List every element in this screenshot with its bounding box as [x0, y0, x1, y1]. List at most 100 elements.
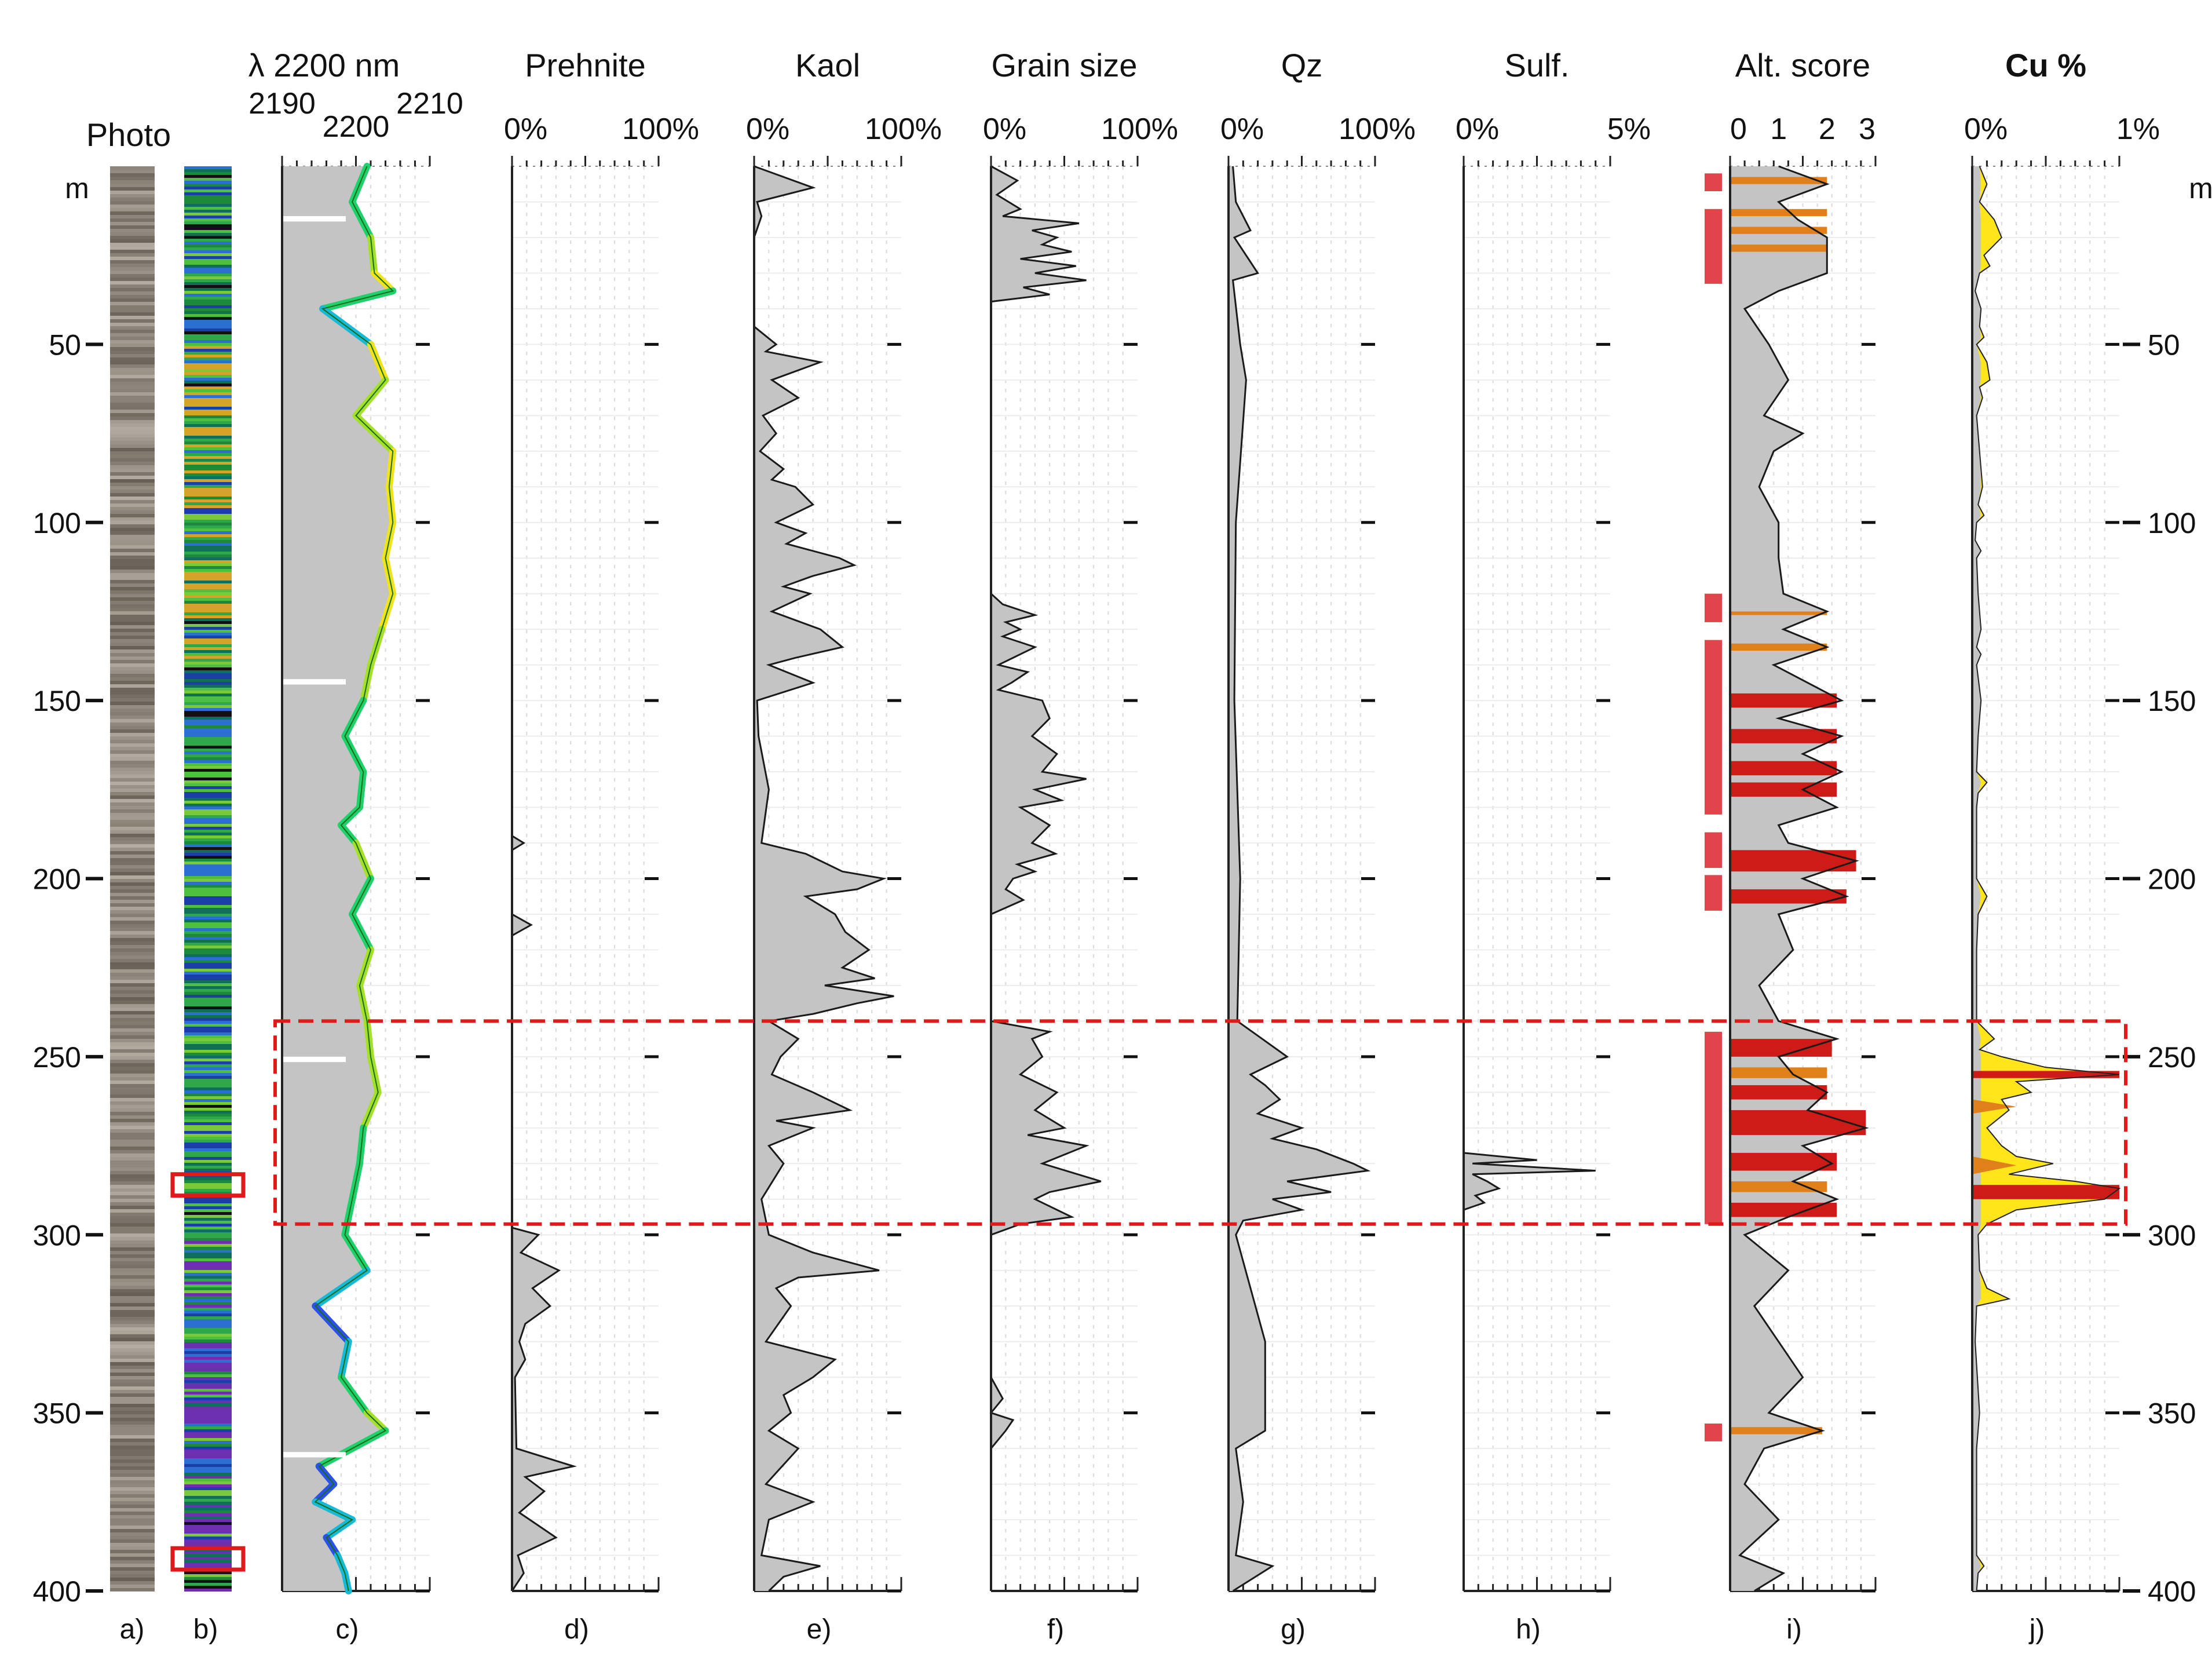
hyperspectral-band — [184, 937, 232, 940]
hyperspectral-band — [184, 1328, 232, 1331]
hyperspectral-band — [184, 862, 232, 864]
core-photo-band — [110, 531, 155, 535]
core-photo-band — [110, 1338, 155, 1341]
hyperspectral-band — [184, 213, 232, 216]
hyperspectral-band — [184, 1464, 232, 1467]
core-photo-band — [110, 1275, 155, 1279]
core-photo-band — [110, 921, 155, 924]
hyperspectral-band — [184, 244, 232, 247]
hyperspectral-band — [184, 242, 232, 244]
alt-zone-bar — [1705, 173, 1722, 192]
core-photo-band — [110, 1136, 155, 1140]
line-sulf — [1463, 166, 1596, 1591]
tick-label-wl: 2200 — [323, 110, 390, 144]
hyperspectral-band — [184, 665, 232, 667]
core-photo-band — [110, 205, 155, 208]
core-photo-band — [110, 1122, 155, 1126]
hyperspectral-band — [184, 1163, 232, 1166]
core-photo-band — [110, 928, 155, 931]
hyperspectral-band — [184, 679, 232, 682]
hyperspectral-band — [184, 1021, 232, 1024]
hyperspectral-band — [184, 1348, 232, 1351]
core-photo-band — [110, 914, 155, 917]
core-photo-band — [110, 1466, 155, 1470]
panel-title-qz: Qz — [1281, 47, 1323, 83]
hyperspectral-band — [184, 604, 232, 607]
hyperspectral-band — [184, 1421, 232, 1424]
hyperspectral-band — [184, 436, 232, 439]
alt-high-interval — [1730, 729, 1837, 743]
core-photo-band — [110, 1105, 155, 1108]
line-qz — [1231, 166, 1371, 1592]
hyperspectral-band — [184, 499, 232, 502]
core-photo-band — [110, 424, 155, 427]
core-photo-band — [110, 1074, 155, 1077]
hyperspectral-band — [184, 914, 232, 917]
hyperspectral-band — [184, 317, 232, 320]
hyperspectral-band — [184, 479, 232, 482]
hyperspectral-band — [184, 1143, 232, 1145]
hyperspectral-band — [184, 1458, 232, 1461]
core-photo-band — [110, 1199, 155, 1202]
hyperspectral-band — [184, 1030, 232, 1032]
hyperspectral-band — [184, 421, 232, 424]
core-photo-band — [110, 1188, 155, 1192]
hyperspectral-band — [184, 1090, 232, 1093]
core-photo-band — [110, 726, 155, 729]
core-photo-band — [110, 1240, 155, 1244]
hyperspectral-band — [184, 1166, 232, 1169]
hyperspectral-band — [184, 1224, 232, 1227]
core-photo-band — [110, 896, 155, 900]
core-photo-band — [110, 1279, 155, 1282]
hyperspectral-band — [184, 273, 232, 276]
hyperspectral-band — [184, 850, 232, 853]
hyperspectral-band — [184, 1583, 232, 1586]
core-photo-band — [110, 302, 155, 305]
core-photo-band — [110, 573, 155, 576]
core-photo-band — [110, 420, 155, 424]
hyperspectral-band — [184, 1186, 232, 1189]
panel-title-kaol: Kaol — [795, 47, 860, 83]
core-photo-band — [110, 462, 155, 465]
depth-label-left: 150 — [33, 685, 81, 717]
hyperspectral-band — [184, 1079, 232, 1082]
hyperspectral-band — [184, 560, 232, 563]
depth-label-right: 350 — [2148, 1397, 2196, 1430]
hyperspectral-band — [184, 247, 232, 250]
core-photo-band — [110, 1032, 155, 1035]
hyperspectral-band — [184, 1557, 232, 1560]
core-photo-band — [110, 834, 155, 837]
core-photo-band — [110, 371, 155, 375]
core-photo-band — [110, 764, 155, 768]
highlight-interval-rect — [273, 1019, 2127, 1226]
core-photo-band — [110, 1313, 155, 1317]
hyperspectral-band — [184, 1447, 232, 1450]
core-photo-band — [110, 1018, 155, 1021]
core-photo-band — [110, 705, 155, 709]
hyperspectral-band — [184, 589, 232, 592]
depth-axis-right: m 50 100 150 200 250 300 350 400 — [2123, 172, 2212, 1608]
core-photo-band — [110, 1056, 155, 1060]
core-photo-band — [110, 211, 155, 215]
hyperspectral-band — [184, 815, 232, 818]
core-photo-band — [110, 1355, 155, 1359]
hyperspectral-band — [184, 812, 232, 815]
hyperspectral-band — [184, 876, 232, 879]
hyperspectral-band — [184, 511, 232, 514]
depth-label-right: 150 — [2148, 685, 2196, 717]
hyperspectral-band — [184, 948, 232, 951]
core-photo-band — [110, 827, 155, 830]
core-photo-band — [110, 1254, 155, 1258]
hyperspectral-band — [184, 638, 232, 641]
panel-sulf: Sulf.0% 5% — [1456, 47, 1651, 1593]
hyperspectral-band — [184, 1099, 232, 1102]
hyperspectral-band — [184, 714, 232, 717]
core-photo-band — [110, 656, 155, 660]
core-photo-band — [110, 1366, 155, 1369]
core-photo-band — [110, 1042, 155, 1046]
hyperspectral-band — [184, 798, 232, 801]
core-photo-band — [110, 563, 155, 566]
core-photo-band — [110, 187, 155, 191]
